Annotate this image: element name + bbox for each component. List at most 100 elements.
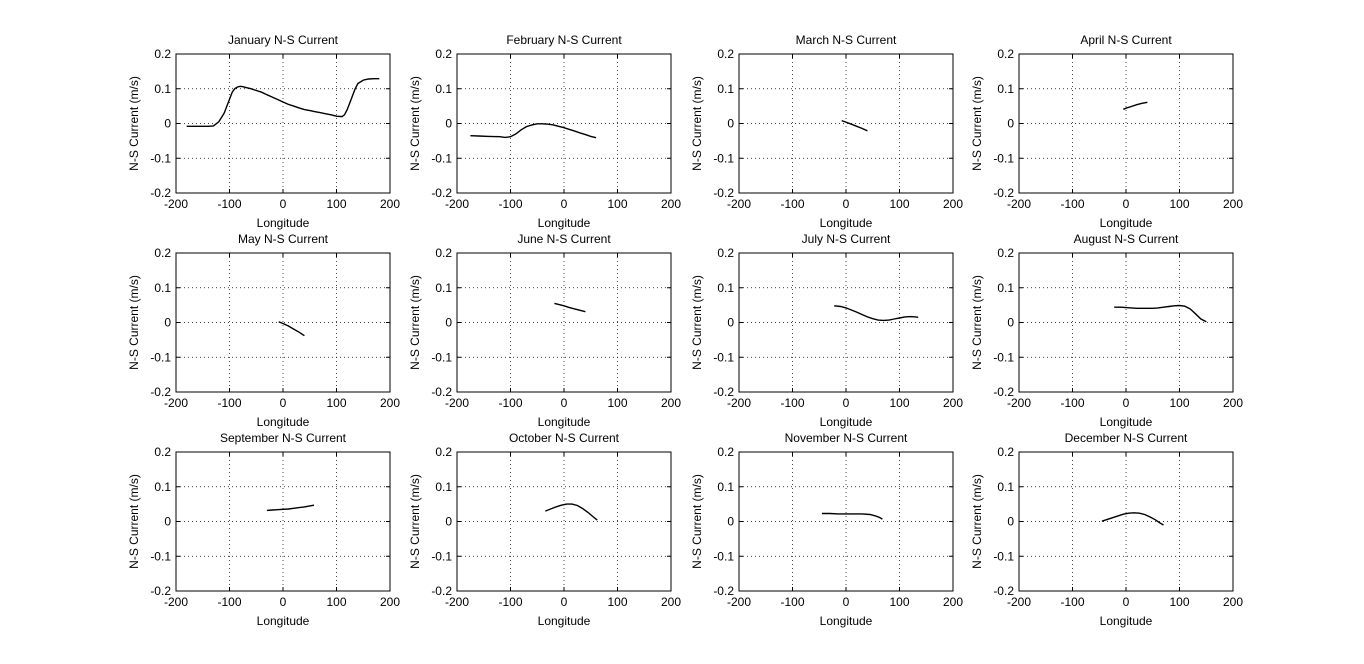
y-tick-label: 0 [1007,515,1014,529]
subplot-2: -200 -100 0 100 200 -0.2 -0.1 0 0.1 0.2 February N… [408,33,681,230]
x-axis-label: Longitude [257,415,310,429]
series-line [186,78,380,127]
x-tick-label: 100 [1169,197,1189,211]
y-tick-label: -0.1 [993,151,1014,165]
y-tick-label: 0.1 [154,82,171,96]
y-tick-label: -0.1 [713,549,734,563]
y-axis-label: N-S Current (m/s) [970,76,984,171]
x-tick-label: 100 [1169,595,1189,609]
y-tick-label: 0.1 [997,281,1014,295]
y-axis-label: N-S Current (m/s) [408,275,422,370]
y-tick-label: 0.2 [717,445,734,459]
chart-title: June N-S Current [517,232,611,246]
y-tick-label: -0.2 [150,186,171,200]
x-tick-label: 0 [280,197,287,211]
x-axis-label: Longitude [1100,216,1153,230]
y-tick-label: 0.2 [435,246,452,260]
y-tick-label: 0.2 [154,47,171,61]
y-axis-label: N-S Current (m/s) [690,76,704,171]
series-line [1114,304,1207,323]
x-tick-label: 200 [661,396,681,410]
y-tick-label: 0.1 [717,480,734,494]
x-tick-label: 0 [1123,396,1130,410]
x-tick-label: 100 [889,595,909,609]
y-tick-label: -0.1 [150,549,171,563]
x-tick-label: -200 [164,197,188,211]
y-axis-label: N-S Current (m/s) [970,275,984,370]
chart-title: May N-S Current [238,232,329,246]
y-axis-label: N-S Current (m/s) [970,474,984,569]
y-tick-label: 0.1 [997,480,1014,494]
y-tick-label: 0.1 [435,82,452,96]
subplot-3: -200 -100 0 100 200 -0.2 -0.1 0 0.1 0.2 March N-S … [690,33,963,230]
y-tick-label: 0 [164,316,171,330]
x-tick-label: 0 [1123,595,1130,609]
y-tick-label: 0.2 [717,47,734,61]
y-tick-label: 0.2 [997,47,1014,61]
y-tick-label: -0.2 [993,186,1014,200]
x-axis-label: Longitude [538,415,591,429]
y-tick-label: -0.2 [713,385,734,399]
chart-title: February N-S Current [506,33,622,47]
series-line [821,512,883,520]
x-axis-label: Longitude [538,216,591,230]
y-tick-label: -0.2 [431,186,452,200]
plot-area [738,53,954,194]
x-tick-label: 200 [661,197,681,211]
y-tick-label: 0 [164,515,171,529]
y-axis-label: N-S Current (m/s) [127,76,141,171]
x-tick-label: -100 [498,595,522,609]
x-tick-label: -100 [1060,197,1084,211]
y-tick-label: 0.1 [717,82,734,96]
y-axis-label: N-S Current (m/s) [408,474,422,569]
plot-area [1018,53,1234,194]
series-line [554,302,586,313]
x-tick-label: 0 [1123,197,1130,211]
series-line [470,123,597,139]
x-tick-label: 100 [607,197,627,211]
subplot-9: -200 -100 0 100 200 -0.2 -0.1 0 0.1 0.2 September … [127,431,400,628]
subplot-7: -200 -100 0 100 200 -0.2 -0.1 0 0.1 0.2 July N-S C… [690,232,963,429]
x-axis-label: Longitude [820,415,873,429]
x-tick-label: 200 [943,396,963,410]
y-tick-label: 0 [1007,316,1014,330]
x-axis-label: Longitude [820,614,873,628]
x-tick-label: -100 [780,595,804,609]
x-tick-label: -100 [498,197,522,211]
series-line [1101,512,1164,526]
x-tick-label: 0 [280,396,287,410]
x-axis-label: Longitude [1100,614,1153,628]
x-tick-label: -200 [445,396,469,410]
y-tick-label: -0.1 [993,549,1014,563]
plot-area [1018,252,1234,393]
y-tick-label: 0 [727,515,734,529]
y-tick-label: -0.2 [713,584,734,598]
y-tick-label: 0 [1007,117,1014,131]
x-axis-label: Longitude [1100,415,1153,429]
y-tick-label: 0 [445,515,452,529]
x-tick-label: 100 [326,595,346,609]
y-tick-label: 0 [445,316,452,330]
plot-area [456,451,672,592]
x-tick-label: -100 [498,396,522,410]
y-tick-label: -0.2 [993,584,1014,598]
plot-area [175,252,391,393]
subplot-5: -200 -100 0 100 200 -0.2 -0.1 0 0.1 0.2 May N-S Cu… [127,232,400,429]
x-tick-label: -200 [1007,197,1031,211]
subplot-10: -200 -100 0 100 200 -0.2 -0.1 0 0.1 0.2 October N-… [408,431,681,628]
series-line [266,504,315,512]
x-tick-label: 0 [561,595,568,609]
x-axis-label: Longitude [257,216,310,230]
subplot-4: -200 -100 0 100 200 -0.2 -0.1 0 0.1 0.2 April N-S … [970,33,1243,230]
plot-area [175,451,391,592]
chart-title: November N-S Current [785,431,908,445]
chart-title: August N-S Current [1074,232,1179,246]
y-tick-label: 0.1 [435,281,452,295]
y-axis-label: N-S Current (m/s) [690,474,704,569]
x-tick-label: 200 [1223,595,1243,609]
x-tick-label: -100 [217,396,241,410]
chart-title: April N-S Current [1080,33,1172,47]
x-tick-label: -100 [780,396,804,410]
x-tick-label: 0 [843,197,850,211]
